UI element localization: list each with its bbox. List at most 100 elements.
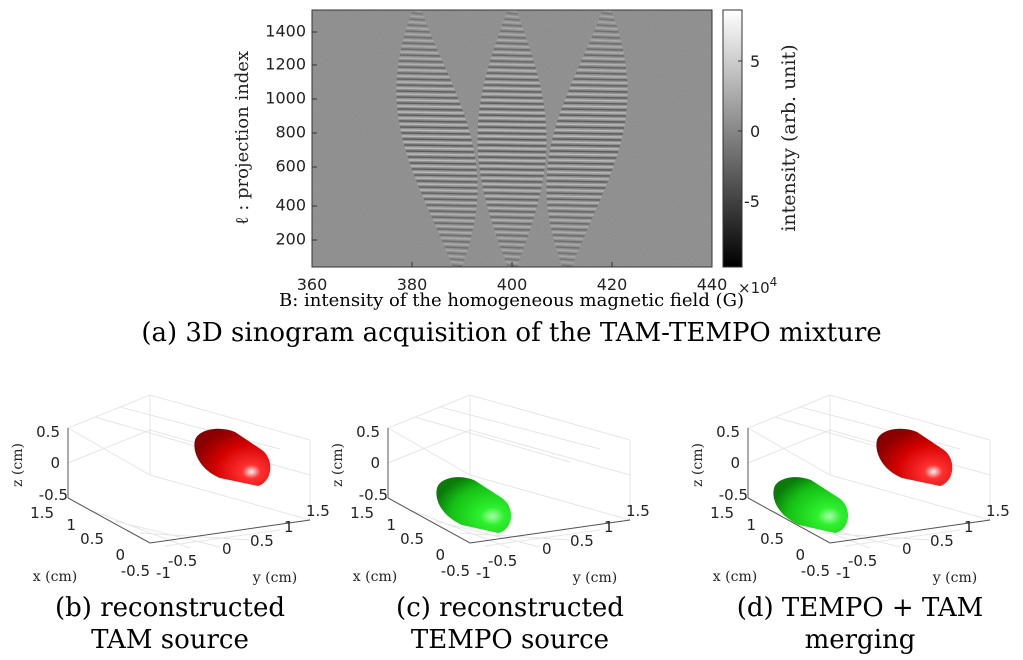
sinogram-stripe (504, 258, 520, 261)
y-tick-label: 1400 (265, 22, 306, 41)
sinogram-stripe (553, 237, 584, 240)
x-tick-label: 1.5 (350, 504, 374, 522)
sinogram-stripe (396, 102, 461, 105)
sinogram-stripe (553, 132, 623, 135)
sinogram-stripe (480, 177, 544, 180)
sinogram-stripe (404, 144, 474, 147)
colorbar-tick-label: 0 (750, 122, 760, 141)
sinogram-stripe (573, 78, 628, 81)
sinogram-stripe (548, 216, 593, 219)
sinogram-stripe (409, 162, 477, 165)
y-tick-label: 0 (222, 540, 232, 558)
sinogram-stripe (570, 84, 628, 87)
z-axis-label: z (cm) (10, 443, 26, 487)
sinogram-stripe (483, 84, 541, 87)
y-tick-label: 1.5 (626, 502, 650, 520)
sinogram-stripe (477, 123, 547, 126)
sinogram-stripe (486, 72, 538, 75)
sinogram-stripe (420, 189, 478, 192)
sinogram-stripe (546, 174, 610, 177)
sinogram-stripe (401, 135, 471, 138)
sinogram-stripe (599, 18, 615, 21)
sinogram-stripe (554, 240, 582, 243)
sinogram-stripe (477, 150, 547, 153)
sinogram-stripe (492, 222, 532, 225)
x-tick-label: 1.5 (710, 504, 734, 522)
y-tick-label: 0.5 (570, 532, 594, 550)
sinogram-stripe (445, 249, 468, 252)
sinogram-stripe (440, 237, 471, 240)
sinogram-stripe (405, 30, 430, 33)
sinogram-stripe (399, 123, 468, 126)
sinogram-stripe (402, 42, 435, 45)
sinogram-stripe (546, 177, 609, 180)
sinogram-stripe (490, 216, 534, 219)
sinogram-stripe (407, 156, 476, 159)
x-tick-label: 0 (115, 546, 125, 564)
sinogram-stripe (494, 228, 530, 231)
x-tick-label: 0.5 (80, 530, 104, 548)
x-tick-label: 0 (435, 546, 445, 564)
sinogram-stripe (575, 72, 627, 75)
sinogram-stripe (591, 36, 621, 39)
sinogram-stripe (582, 57, 625, 60)
sinogram-stripe (595, 27, 618, 30)
y-tick-label: -0.5 (848, 552, 877, 570)
sinogram-stripe (548, 210, 595, 213)
sinogram-stripe (427, 207, 477, 210)
colorbar-label: intensity (arb. unit) (778, 44, 800, 231)
sinogram-stripe (396, 99, 460, 102)
sinogram-stripe (547, 165, 614, 168)
sinogram-stripe (423, 198, 478, 201)
sinogram-stripe (486, 204, 538, 207)
colorbar-tick-label: 5 (750, 52, 760, 71)
sinogram-stripe (596, 24, 617, 27)
sinogram-stripe (399, 54, 441, 57)
sinogram-stripe (396, 90, 456, 93)
z-axis-label: z (cm) (330, 443, 346, 487)
sinogram-stripe (415, 177, 478, 180)
sinogram-stripe (546, 186, 606, 189)
sinogram-stripe (549, 153, 618, 156)
x-tick-label: 400 (497, 275, 528, 294)
sinogram-stripe (549, 222, 590, 225)
sinogram-stripe (400, 129, 470, 132)
panel-d-axes (746, 394, 991, 549)
tempo-blob (773, 477, 849, 533)
sinogram-stripe (549, 219, 592, 222)
sinogram-stripe (479, 105, 545, 108)
sinogram-stripe (485, 78, 539, 81)
sinogram-stripe (411, 168, 477, 171)
colorbar-tick-label: -5 (744, 192, 760, 211)
sinogram-stripe (489, 213, 535, 216)
sinogram-stripe (400, 51, 439, 54)
sinogram-stripe (547, 168, 613, 171)
z-tick-label: 0 (370, 454, 380, 472)
y-axis-label: y (cm) (572, 570, 617, 585)
y-tick-label: -1 (476, 564, 491, 582)
sinogram-stripe (501, 24, 523, 27)
y-tick-label: 600 (275, 157, 306, 176)
sinogram-stripe (552, 234, 585, 237)
sinogram-stripe (447, 252, 467, 255)
sinogram-bands (396, 10, 628, 267)
x-tick-label: 1.5 (30, 504, 54, 522)
sinogram-stripe (422, 195, 478, 198)
sinogram-stripe (583, 54, 625, 57)
sinogram-stripe (485, 75, 539, 78)
y-tick-label: 1000 (265, 89, 306, 108)
y-tick-label: 0.5 (930, 532, 954, 550)
sinogram-stripe (568, 90, 628, 93)
sinogram-stripe (397, 72, 449, 75)
sinogram-stripe (477, 141, 547, 144)
sinogram-stripe (450, 261, 464, 264)
y-tick-label: 1200 (265, 55, 306, 74)
caption-c-line1: (c) reconstructed (396, 593, 624, 623)
sinogram-stripe (549, 150, 619, 153)
y-tick-label: 0 (902, 540, 912, 558)
sinogram-stripe (483, 87, 541, 90)
sinogram-stripe (482, 90, 542, 93)
sinogram-stripe (548, 213, 594, 216)
sinogram-stripe (548, 159, 616, 162)
sinogram-stripe (417, 183, 478, 186)
